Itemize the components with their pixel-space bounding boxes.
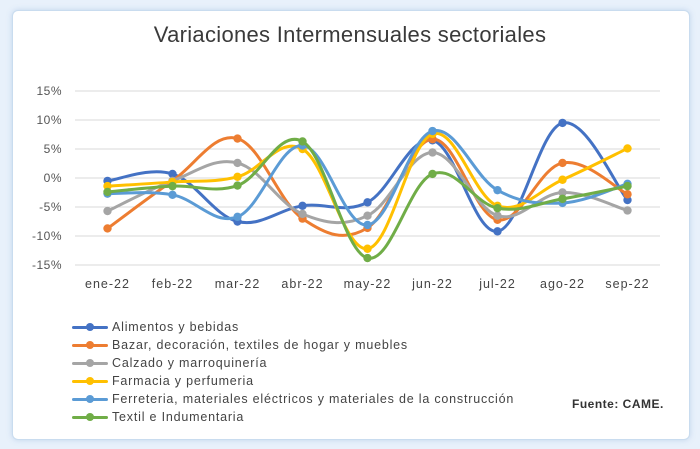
- x-tick-label: mar-22: [215, 277, 261, 291]
- legend-item: Calzado y marroquinería: [72, 354, 572, 372]
- x-tick-label: sep-22: [605, 277, 649, 291]
- legend-item: Ferreteria, materiales eléctricos y mate…: [72, 390, 572, 408]
- legend-label: Alimentos y bebidas: [112, 320, 240, 334]
- legend-label: Bazar, decoración, textiles de hogar y m…: [112, 338, 408, 352]
- data-point: [623, 195, 632, 205]
- data-point: [363, 198, 372, 207]
- y-tick-label: 15%: [36, 84, 62, 98]
- data-point: [493, 185, 502, 195]
- data-point: [233, 181, 242, 190]
- x-axis-ticks: ene-22 feb-22 mar-22 abr-22 may-22 jun-22 jul-…: [85, 277, 649, 291]
- x-tick-label: ene-22: [85, 277, 130, 291]
- legend-swatch: [72, 322, 108, 332]
- data-point: [103, 224, 112, 233]
- legend-label: Farmacia y perfumeria: [112, 374, 254, 388]
- data-point: [298, 137, 307, 146]
- chart-title: Variaciones Intermensuales sectoriales: [153, 22, 547, 47]
- series-line: [106, 121, 629, 233]
- x-tick-label: may-22: [344, 277, 392, 291]
- data-point: [363, 211, 372, 220]
- y-tick-label: 5%: [44, 142, 62, 156]
- y-tick-label: -15%: [32, 258, 62, 272]
- legend-swatch: [72, 340, 108, 350]
- legend-item: Alimentos y bebidas: [72, 318, 572, 336]
- x-tick-label: jun-22: [411, 277, 453, 291]
- data-point: [428, 148, 437, 157]
- chart-card: [12, 10, 690, 440]
- data-point: [363, 244, 372, 253]
- data-point: [623, 206, 632, 215]
- data-point: [103, 181, 112, 191]
- legend-item: Textil e Indumentaria: [72, 408, 572, 426]
- data-point: [558, 188, 567, 197]
- gridlines: [75, 90, 660, 266]
- series-lines: [103, 118, 632, 263]
- x-tick-label: jul-22: [478, 277, 516, 291]
- legend-label: Calzado y marroquinería: [112, 356, 268, 370]
- chart-legend: Alimentos y bebidas Bazar, decoración, te…: [72, 318, 572, 426]
- source-note: Fuente: CAME.: [572, 397, 664, 411]
- data-point: [623, 190, 632, 199]
- series-4: [103, 129, 632, 253]
- data-point: [168, 190, 177, 200]
- legend-label: Ferreteria, materiales eléctricos y mate…: [112, 392, 515, 406]
- data-point: [623, 144, 632, 153]
- legend-label: Textil e Indumentaria: [112, 410, 245, 424]
- data-point: [363, 253, 372, 263]
- legend-item: Bazar, decoración, textiles de hogar y m…: [72, 336, 572, 354]
- data-point: [428, 126, 437, 136]
- data-point: [558, 158, 567, 168]
- x-tick-label: feb-22: [152, 277, 193, 291]
- legend-swatch: [72, 394, 108, 404]
- legend-swatch: [72, 412, 108, 422]
- data-point: [558, 194, 567, 204]
- data-point: [493, 227, 502, 236]
- series-6: [103, 137, 632, 263]
- data-point: [168, 169, 177, 179]
- data-point: [623, 181, 632, 191]
- x-tick-label: abr-22: [281, 277, 323, 291]
- data-point: [493, 203, 502, 213]
- data-point: [558, 118, 567, 128]
- data-point: [233, 134, 242, 143]
- legend-swatch: [72, 358, 108, 368]
- data-point: [103, 187, 112, 197]
- data-point: [558, 175, 567, 184]
- y-axis-ticks: -15% -10% -5% 0% 5% 10% 15%: [32, 84, 62, 272]
- y-tick-label: 10%: [36, 113, 62, 127]
- data-point: [233, 172, 242, 182]
- y-tick-label: 0%: [44, 171, 62, 185]
- data-point: [493, 211, 502, 220]
- data-point: [233, 212, 242, 222]
- data-point: [363, 220, 372, 230]
- legend-swatch: [72, 376, 108, 386]
- data-point: [298, 209, 307, 219]
- y-tick-label: -5%: [39, 200, 62, 214]
- data-point: [233, 158, 242, 168]
- data-point: [103, 206, 112, 216]
- x-tick-label: ago-22: [540, 277, 585, 291]
- data-point: [298, 201, 307, 211]
- legend-item: Farmacia y perfumeria: [72, 372, 572, 390]
- y-tick-label: -10%: [32, 229, 62, 243]
- data-point: [428, 169, 437, 179]
- data-point: [168, 181, 177, 191]
